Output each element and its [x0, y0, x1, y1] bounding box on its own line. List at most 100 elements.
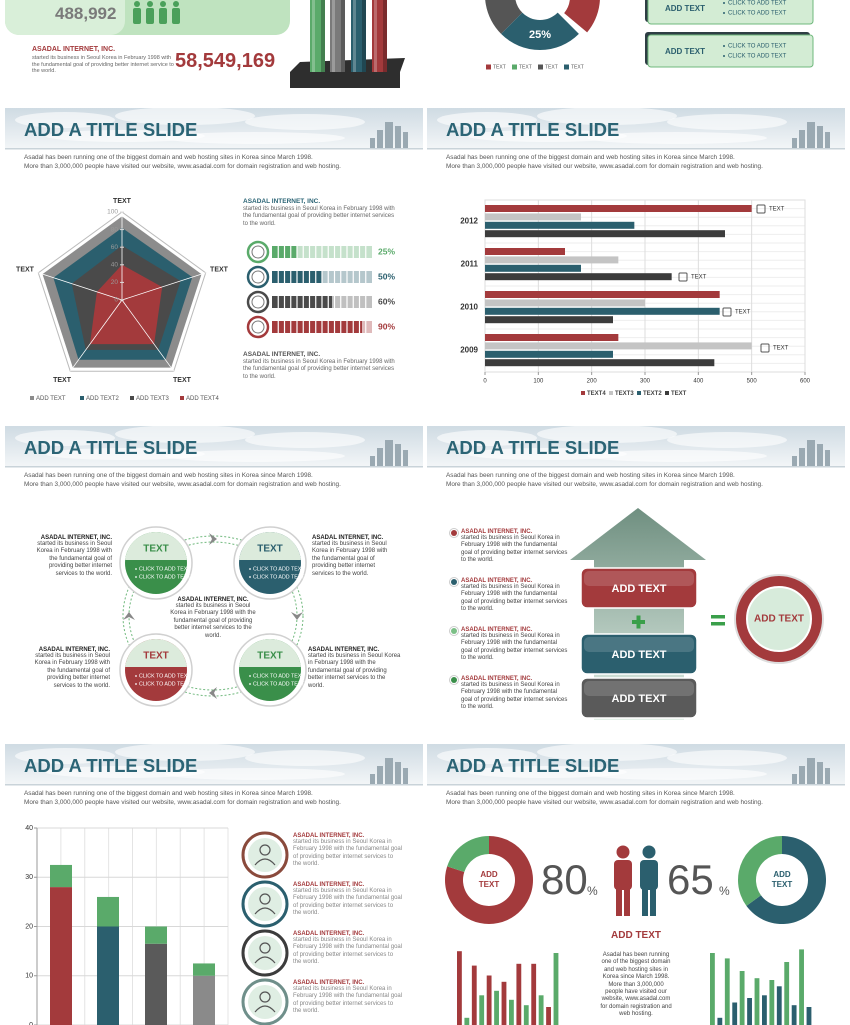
company-name: ASADAL INTERNET, INC. [461, 627, 533, 633]
icon-head [259, 893, 271, 905]
slide: ADD A TITLE SLIDE Asadal has been running… [427, 744, 845, 1025]
building [395, 762, 401, 784]
bar [806, 1007, 812, 1025]
bar [485, 299, 645, 307]
button-label: ADD TEXT [665, 47, 705, 56]
text-block: ASADAL INTERNET, INC. started its busines… [461, 627, 569, 663]
graphics: ADD TEXT ADD TEXT ADD TEXT ADD TEXT [427, 426, 845, 720]
legend-label: ADD TEXT [36, 396, 66, 402]
bar [485, 248, 565, 255]
bar-segment [50, 887, 72, 1025]
cloud [667, 750, 787, 766]
company-name: ASADAL INTERNET, INC. [243, 351, 321, 358]
company-desc: started its business in Seoul Korea in F… [34, 653, 110, 689]
cloud [467, 448, 627, 460]
node-label: TEXT [257, 544, 283, 555]
cloud [45, 448, 205, 460]
annotation: TEXT [769, 207, 785, 213]
legend-swatch [80, 396, 84, 400]
bar [485, 291, 720, 298]
bullet [249, 568, 251, 570]
header-rule [5, 784, 423, 786]
bullet [723, 45, 725, 47]
header-rule [5, 148, 423, 150]
company-desc: started its business in Seoul Korea in F… [293, 937, 403, 966]
button [580, 633, 698, 675]
legend-label: TEXT [519, 64, 532, 70]
cloud [115, 108, 255, 125]
icon-body [254, 907, 276, 915]
legend-label: TEXT [493, 64, 506, 70]
icon-body [254, 858, 276, 866]
x-tick-label: 500 [747, 379, 758, 385]
button-gloss [584, 681, 694, 696]
person-icon [160, 1, 166, 7]
person-icon [172, 8, 180, 24]
cloud [437, 748, 537, 764]
column [310, 0, 325, 72]
icon-face [251, 245, 265, 259]
step-dot [451, 530, 457, 536]
progress-bar [272, 296, 332, 308]
bar [464, 1017, 470, 1025]
chevron [209, 533, 217, 545]
person-leg [642, 888, 648, 916]
result-inner [746, 586, 812, 652]
chevron [291, 612, 303, 620]
bar [791, 1005, 797, 1025]
building [807, 758, 815, 784]
annotation-icon [760, 343, 770, 353]
slide-title: ADD A TITLE SLIDE [24, 437, 198, 458]
bar [739, 971, 745, 1025]
cloud [667, 114, 787, 130]
icon-head [259, 991, 271, 1003]
bullet-text: CLICK TO ADD TEXT [728, 1, 787, 7]
big-percent: 80 [541, 856, 588, 903]
bullet-text: CLICK TO ADD TEXT [728, 44, 787, 50]
icon-head [259, 942, 271, 954]
bar [754, 978, 760, 1025]
category-label: 2012 [460, 217, 478, 226]
company-desc: started its business in Seoul Korea in F… [36, 541, 112, 577]
column-highlight [353, 0, 356, 72]
graphics: 25% ADD TEXT CLICK TO ADD TEXT CLICK TO ADD… [5, 0, 814, 88]
building [825, 132, 830, 148]
y-tick-label: 20 [25, 923, 33, 930]
legend-swatch [486, 64, 491, 70]
bar [724, 958, 730, 1025]
column [330, 0, 345, 72]
node-bullet: CLICK TO ADD TEXT [139, 566, 191, 572]
building [792, 456, 797, 466]
company-name: ASADAL INTERNET, INC. [293, 931, 365, 937]
bar [717, 1017, 723, 1025]
building [825, 450, 830, 466]
button [647, 0, 814, 25]
radar-axis-label: TEXT [173, 377, 192, 384]
bar-segment [97, 926, 119, 1025]
icon-face [251, 320, 265, 334]
icon-ring [246, 265, 270, 289]
text-block: ASADAL INTERNET, INC. started its busines… [461, 529, 569, 565]
annotation: TEXT [735, 310, 751, 316]
button-label: ADD TEXT [612, 583, 667, 595]
intro-text: Asadal has been running one of the bigge… [24, 154, 313, 161]
x-tick-label: 400 [693, 379, 704, 385]
cloud [587, 450, 767, 462]
progress-label: 60% [378, 296, 395, 306]
category-label: 2009 [460, 346, 478, 355]
column-side [341, 0, 345, 72]
building [807, 440, 815, 466]
donut-center-label: ADD TEXT [771, 870, 793, 889]
bar [494, 990, 499, 1025]
donut-value [746, 836, 826, 924]
node-cap [125, 639, 187, 667]
bar [762, 995, 767, 1025]
person-body [614, 860, 632, 890]
building [403, 768, 408, 784]
icon-face [251, 295, 265, 309]
company-desc: started its business in Seoul Korea in F… [32, 55, 174, 74]
cloud [165, 768, 345, 780]
text-block: ASADAL INTERNET, INC. started its busines… [28, 647, 110, 690]
cloud [245, 114, 365, 130]
cloud [15, 748, 115, 764]
